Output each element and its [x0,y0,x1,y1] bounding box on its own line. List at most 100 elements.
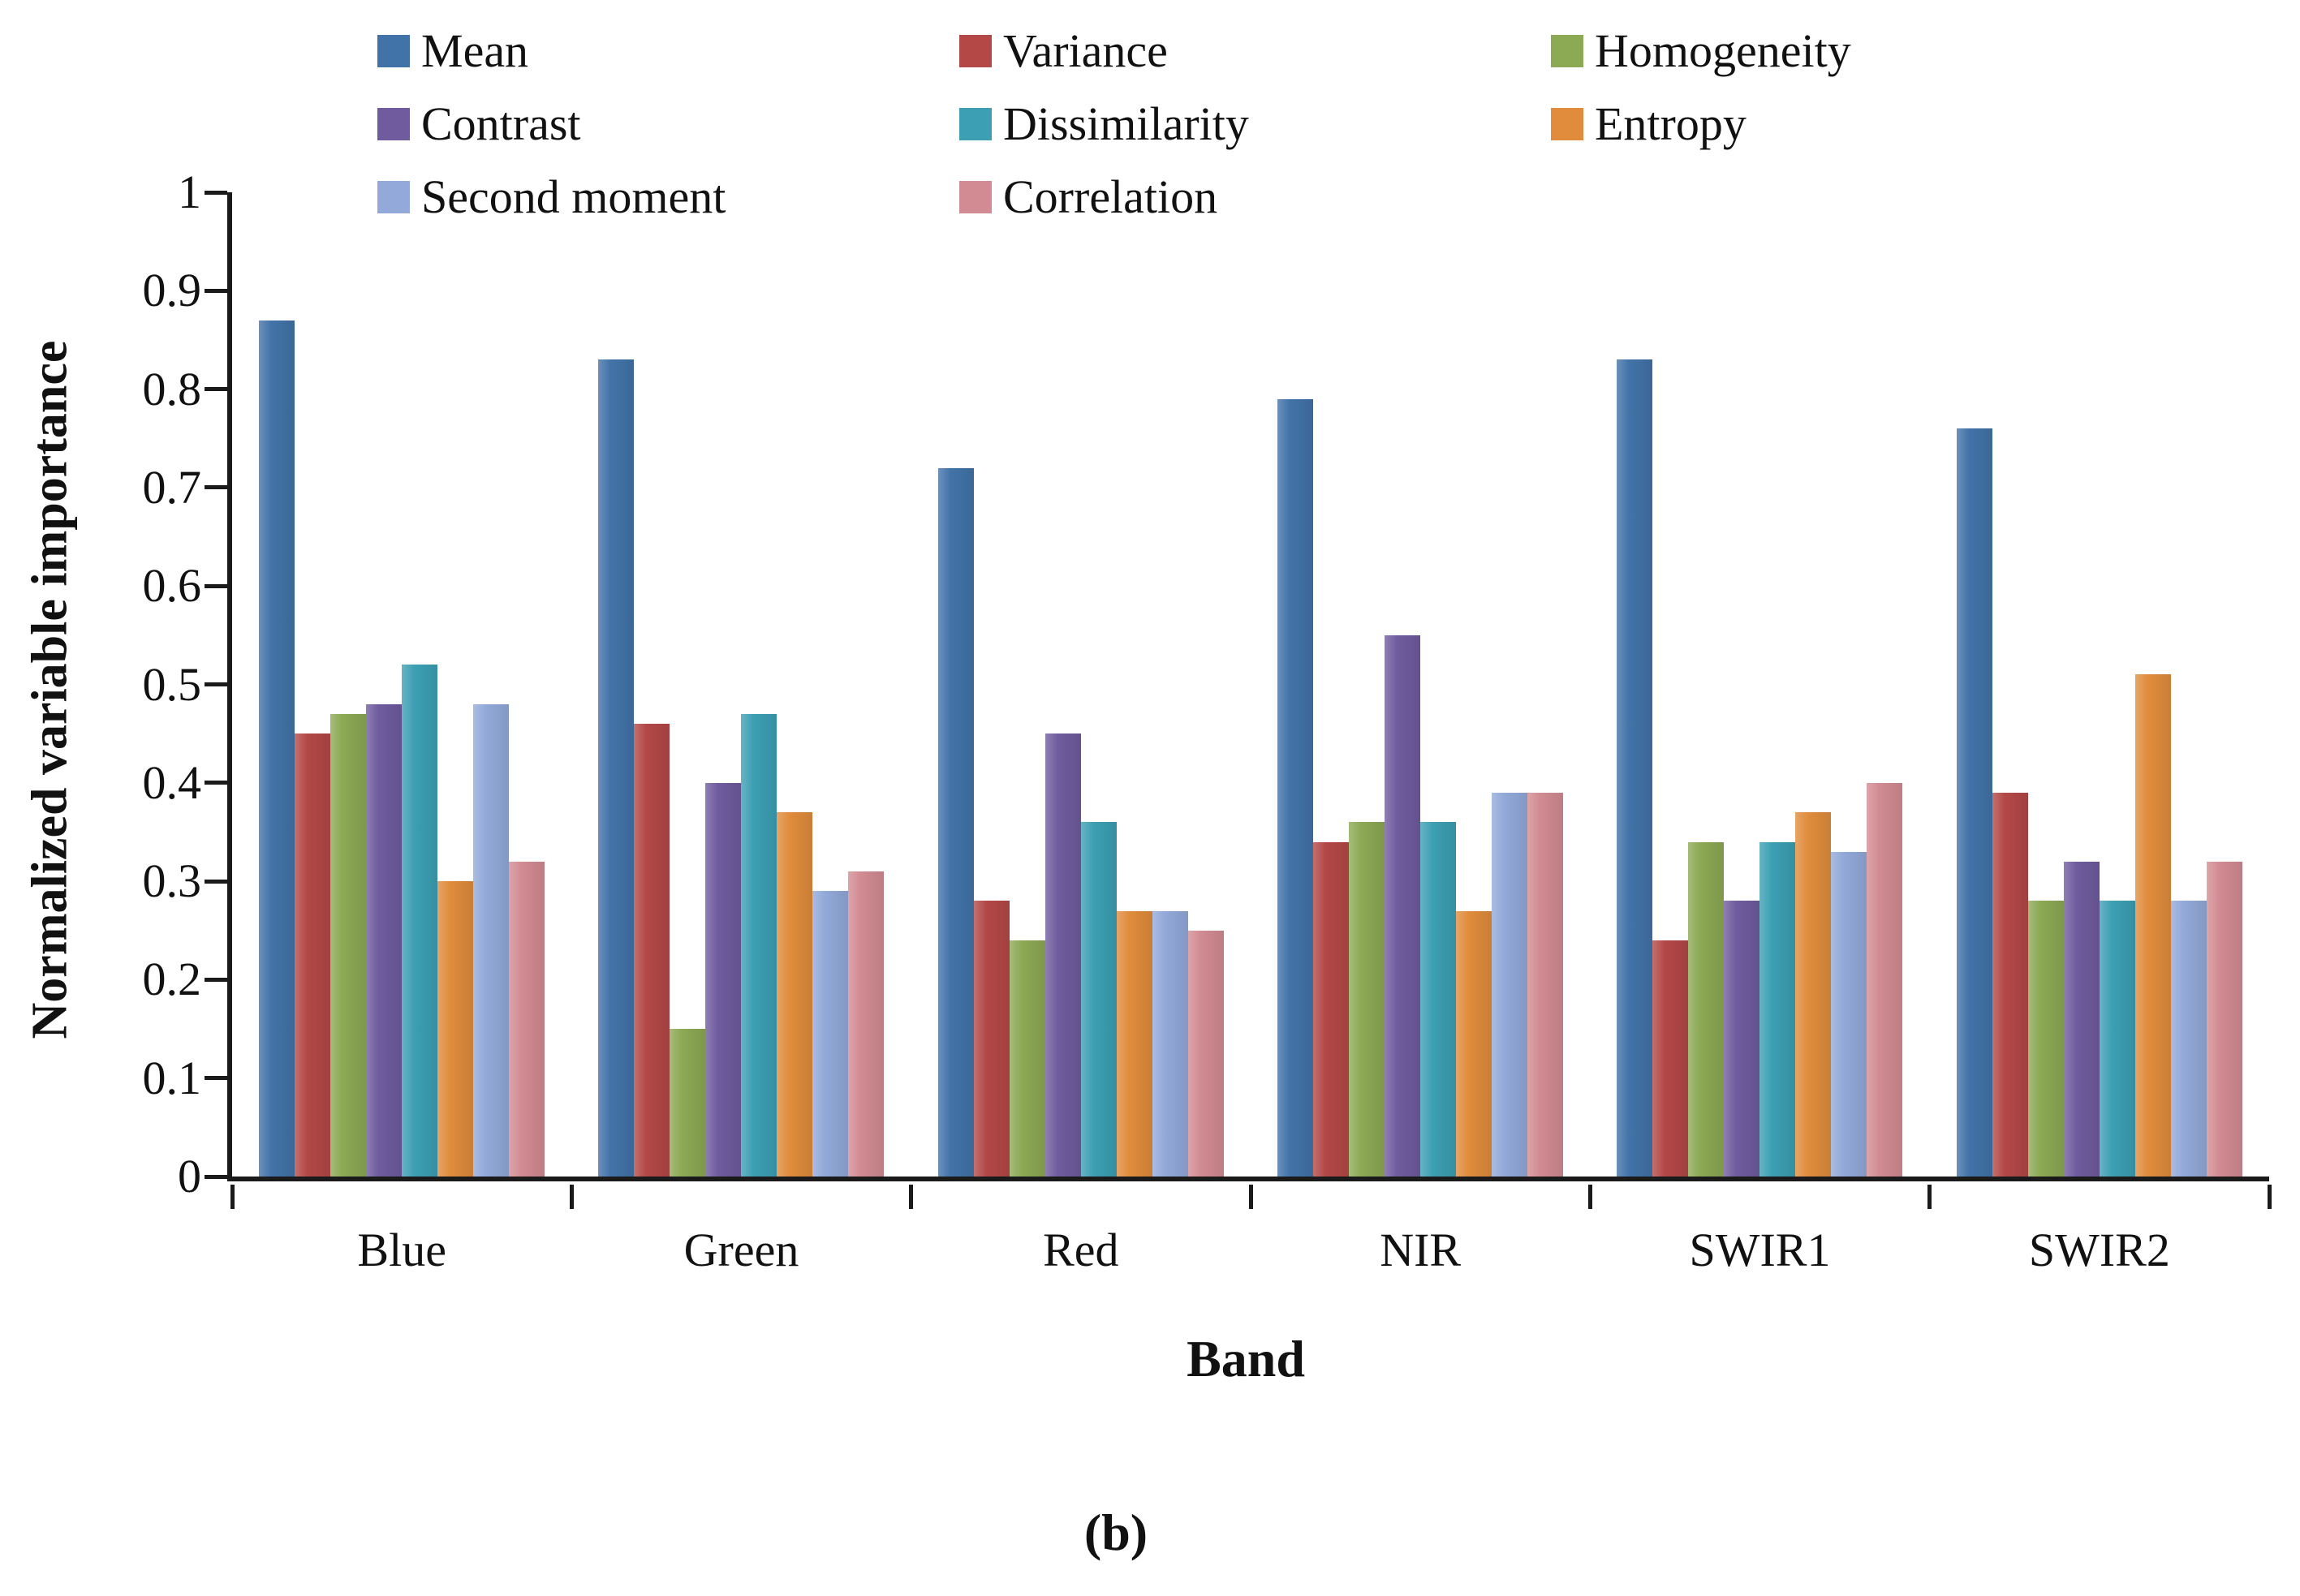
bar-dissimilarity-swir1 [1759,841,1796,1177]
bar-contrast-green [705,782,742,1177]
y-axis-tick-label: 0.4 [142,755,202,809]
bar-dissimilarity-swir2 [2099,901,2135,1177]
bar-correlation-swir1 [1867,782,1903,1177]
band-group-nir [1251,192,1590,1177]
bar-mean-swir2 [1956,428,1992,1177]
bar-variance-red [973,901,1010,1177]
bar-variance-blue [295,733,331,1177]
y-axis-tick [205,1076,227,1081]
bar-homogeneity-swir2 [2027,901,2064,1177]
bar-dissimilarity-green [741,713,777,1177]
bar-mean-blue [259,320,295,1177]
y-axis-tick [205,879,227,884]
y-axis-tick [205,387,227,392]
y-axis-tick-label: 1 [178,166,201,218]
x-axis-tick [1248,1185,1253,1209]
x-axis-tick [909,1185,914,1209]
bar-entropy-swir1 [1795,812,1832,1177]
bar-correlation-blue [509,861,545,1177]
legend-label: Mean [421,24,529,77]
bar-entropy-swir2 [2134,674,2171,1177]
bar-homogeneity-swir1 [1688,841,1725,1177]
y-axis-tick [205,485,227,490]
bar-entropy-red [1116,910,1152,1177]
legend-swatch-icon [959,35,992,67]
legend-swatch-icon [959,181,992,213]
x-axis-title: Band [1187,1330,1305,1387]
x-category-label-swir2: SWIR2 [2028,1224,2170,1276]
y-axis-tick-label: 0.3 [142,854,202,908]
y-axis-tick-label: 0.8 [142,362,202,415]
bar-second-moment-blue [473,703,510,1177]
bar-variance-swir1 [1652,940,1689,1177]
y-axis-tick [205,682,227,686]
bar-variance-green [634,724,670,1177]
chart-legend: Mean Variance Homogeneity Contrast Dissimila… [377,15,1851,234]
bar-contrast-nir [1385,635,1421,1177]
bar-entropy-green [777,812,813,1177]
legend-item-variance: Variance [959,28,1551,75]
x-axis-tick [230,1185,235,1209]
bar-contrast-blue [366,703,403,1177]
legend-swatch-icon [959,108,992,140]
legend-swatch-icon [1551,35,1583,67]
bar-variance-swir2 [1992,792,2028,1177]
y-axis-tick-label: 0.2 [142,953,202,1006]
bar-correlation-green [848,871,885,1177]
legend-label: Entropy [1595,97,1747,150]
band-group-red [911,192,1251,1177]
y-axis-tick [205,190,227,195]
y-axis-tick-label: 0.1 [142,1051,202,1104]
bar-homogeneity-blue [330,713,367,1177]
x-axis-tick [569,1185,574,1209]
y-axis-tick [205,288,227,293]
bar-second-moment-swir2 [2170,901,2207,1177]
legend-label: Dissimilarity [1003,97,1249,150]
bar-dissimilarity-nir [1420,822,1457,1177]
bar-mean-swir1 [1617,359,1653,1177]
bar-correlation-nir [1527,792,1564,1177]
bar-entropy-nir [1456,910,1492,1177]
legend-item-homogeneity: Homogeneity [1551,28,1851,75]
band-group-green [571,192,911,1177]
y-axis-tick-label: 0.6 [142,559,202,613]
legend-item-dissimilarity: Dissimilarity [959,101,1551,148]
x-category-label-nir: NIR [1380,1224,1462,1276]
y-axis-tick [205,1174,227,1179]
bar-contrast-swir1 [1724,901,1760,1177]
bar-entropy-blue [437,881,474,1177]
legend-label: Homogeneity [1595,24,1851,77]
band-group-blue [232,192,571,1177]
bar-mean-nir [1277,398,1314,1177]
legend-swatch-icon [377,181,410,213]
legend-label: Second moment [421,170,726,223]
bar-variance-nir [1313,841,1350,1177]
bar-second-moment-green [812,891,849,1177]
bar-contrast-red [1044,733,1081,1177]
x-category-label-swir1: SWIR1 [1689,1224,1831,1276]
x-axis-tick [1587,1185,1592,1209]
x-category-label-blue: Blue [357,1224,446,1276]
legend-swatch-icon [1551,108,1583,140]
legend-label: Contrast [421,97,581,150]
x-axis-tick [2267,1185,2272,1209]
band-group-swir2 [1930,192,2269,1177]
bar-correlation-red [1187,930,1224,1177]
band-group-swir1 [1590,192,1929,1177]
y-axis-tick [205,781,227,785]
bar-contrast-swir2 [2063,861,2100,1177]
y-axis-tick-label: 0.7 [142,460,202,514]
bar-second-moment-red [1152,910,1188,1177]
bar-second-moment-swir1 [1831,851,1867,1177]
legend-label: Correlation [1003,170,1218,223]
bar-homogeneity-red [1009,940,1045,1177]
legend-item-mean: Mean [377,28,959,75]
legend-item-entropy: Entropy [1551,101,1851,148]
bar-homogeneity-nir [1349,822,1385,1177]
y-axis-tick-label: 0 [178,1150,201,1202]
y-axis-tick-label: 0.9 [142,264,202,317]
legend-swatch-icon [377,108,410,140]
figure-caption: (b) [1083,1504,1148,1561]
bar-second-moment-nir [1492,792,1528,1177]
